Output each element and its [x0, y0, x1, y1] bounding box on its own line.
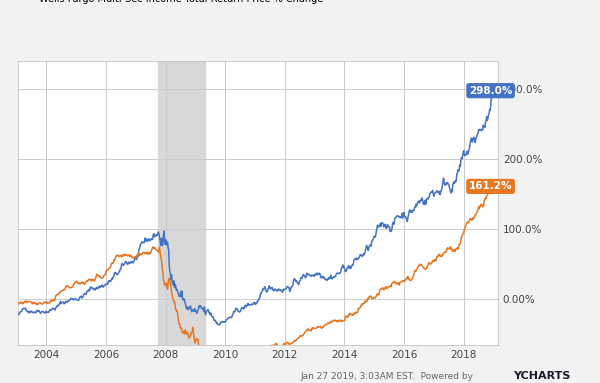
Text: Jan 27 2019, 3:03AM EST.  Powered by: Jan 27 2019, 3:03AM EST. Powered by: [300, 373, 473, 381]
Text: 161.2%: 161.2%: [469, 182, 512, 192]
Bar: [158, 61, 205, 345]
Text: 298.0%: 298.0%: [469, 86, 512, 96]
Legend: SPDR® S&P 500 ETF Total Return Price % Change, Wells Fargo Multi-Sec Income Tota: SPDR® S&P 500 ETF Total Return Price % C…: [23, 0, 323, 4]
Text: YCHARTS: YCHARTS: [513, 372, 571, 381]
